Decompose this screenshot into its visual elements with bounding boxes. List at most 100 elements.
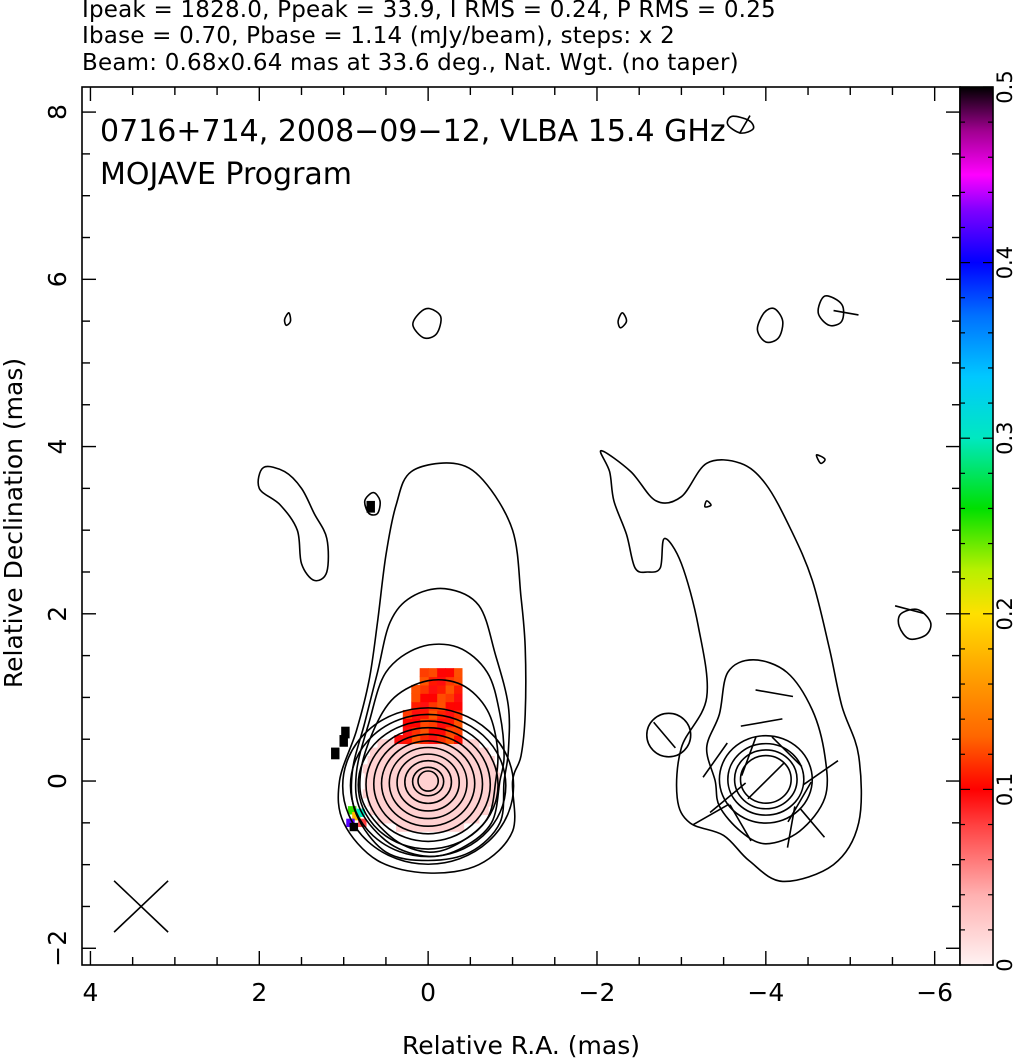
x-tick-label: 4: [82, 978, 98, 1007]
fracpol-pixel: [412, 822, 422, 832]
fracpol-pixel: [472, 764, 482, 774]
fracpol-edge-pixel: [349, 822, 359, 832]
evpa-vector: [894, 605, 924, 615]
fracpol-pixel: [445, 718, 455, 728]
fracpol-high-pixel: [331, 747, 340, 760]
fracpol-pixel: [455, 789, 465, 799]
pol-contour-island: [617, 311, 628, 329]
x-tick-label: −4: [747, 978, 784, 1007]
fracpol-pixel: [364, 781, 374, 790]
fracpol-pixel: [462, 806, 472, 816]
evpa-vector: [702, 742, 728, 778]
fracpol-pixel: [449, 772, 459, 782]
fracpol-pixel: [453, 676, 463, 686]
fracpol-pixel: [402, 718, 412, 728]
fracpol-high-pixel: [366, 500, 375, 513]
fracpol-pixel: [436, 735, 446, 745]
fracpol-pixel: [395, 747, 405, 757]
fracpol-pixel: [406, 781, 416, 790]
fracpol-pixel: [470, 814, 480, 824]
fracpol-pixel: [369, 806, 379, 816]
fracpol-pixel: [438, 764, 448, 774]
fracpol-pixel: [413, 789, 423, 799]
fracpol-pixel: [453, 693, 463, 703]
evpa-vector: [692, 803, 730, 826]
fracpol-pixel: [451, 797, 461, 807]
fracpol-pixel: [436, 709, 446, 719]
fracpol-pixel: [373, 781, 383, 790]
fracpol-pixel: [401, 755, 411, 765]
fracpol-pixel: [429, 822, 439, 832]
intensity-contour-island: [363, 491, 381, 516]
fracpol-pixel: [437, 806, 447, 816]
fracpol-pixel: [445, 814, 455, 824]
fracpol-pixel: [428, 701, 438, 711]
fracpol-pixel: [462, 747, 472, 757]
fracpol-pixel: [394, 735, 404, 745]
fracpol-pixel: [421, 822, 431, 832]
intensity-contour: [349, 713, 507, 858]
fracpol-pixel: [445, 684, 455, 694]
fracpol-pixel: [436, 814, 446, 824]
y-tick-label: 4: [43, 439, 72, 455]
pol-contour: [739, 754, 792, 804]
fracpol-pixel: [455, 764, 465, 774]
fracpol-pixel: [419, 668, 429, 678]
fracpol-pixel: [453, 726, 463, 736]
fracpol-pixel: [411, 693, 421, 703]
intensity-contour: [396, 753, 461, 812]
fracpol-pixel: [412, 806, 422, 816]
fracpol-pixel: [438, 822, 448, 832]
fracpol-pixel: [453, 709, 463, 719]
y-tick-label: −2: [43, 930, 72, 967]
fracpol-pixel: [446, 822, 456, 832]
colorbar-tick-label: 0: [993, 958, 1017, 971]
fracpol-pixel: [411, 684, 421, 694]
fracpol-pixel: [435, 797, 445, 807]
fracpol-pixel: [436, 701, 446, 711]
fracpol-pixel: [453, 718, 463, 728]
fracpol-pixel: [445, 735, 455, 745]
fracpol-pixel: [395, 806, 405, 816]
fracpol-pixel: [468, 797, 478, 807]
fracpol-pixel: [477, 755, 487, 765]
fracpol-pixel: [379, 789, 389, 799]
fracpol-pixel: [381, 772, 391, 782]
fracpol-pixel: [371, 789, 381, 799]
fracpol-pixel: [445, 701, 455, 711]
fracpol-pixel: [411, 726, 421, 736]
fracpol-pixel: [384, 797, 394, 807]
header-line-3: Beam: 0.68x0.64 mas at 33.6 deg., Nat. W…: [82, 50, 739, 76]
fracpol-pixel: [435, 755, 445, 765]
fracpol-pixel: [389, 781, 399, 790]
evpa-vector: [802, 760, 839, 786]
fracpol-pixel: [402, 709, 412, 719]
evpa-vector: [653, 721, 676, 749]
fracpol-pixel: [411, 709, 421, 719]
intensity-contour: [411, 766, 445, 797]
fracpol-pixel: [402, 735, 412, 745]
intensity-contour: [357, 720, 499, 850]
fracpol-pixel: [367, 797, 377, 807]
plot-data-layer: [113, 115, 932, 933]
chart-title: 0716+714, 2008−09−12, VLBA 15.4 GHz: [100, 114, 726, 149]
fracpol-edge-pixel: [347, 806, 357, 815]
fracpol-pixel: [421, 764, 431, 774]
evpa-vector: [747, 762, 785, 800]
intensity-contour: [365, 726, 492, 843]
fracpol-pixel: [426, 797, 436, 807]
fracpol-pixel: [481, 789, 491, 799]
evpa-vector: [738, 115, 751, 135]
intensity-contour: [354, 643, 505, 858]
fracpol-pixel: [438, 789, 448, 799]
fracpol-pixel: [364, 772, 374, 782]
fracpol-pixel: [369, 747, 379, 757]
fracpol-pixel: [419, 726, 429, 736]
fracpol-pixel: [415, 772, 425, 782]
fracpol-pixel: [398, 781, 408, 790]
fracpol-pixel: [385, 739, 395, 749]
fracpol-pixel: [445, 693, 455, 703]
fracpol-pixel: [485, 797, 495, 807]
fracpol-pixel: [449, 781, 459, 790]
